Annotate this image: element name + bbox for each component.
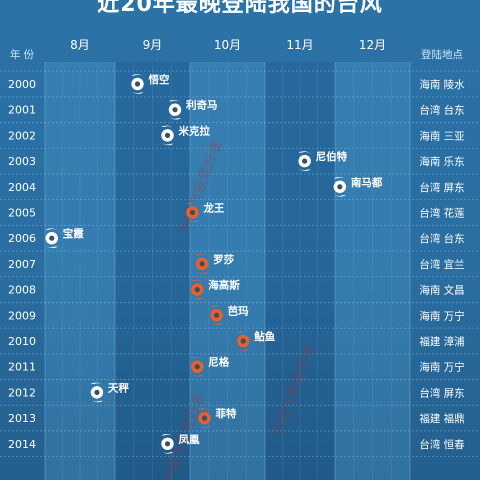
month-tick-label: 10月: [214, 38, 241, 52]
year-label: 2006: [8, 232, 36, 245]
typhoon-name-label: 天秤: [108, 381, 129, 394]
typhoon-name-label: 悟空: [148, 73, 170, 86]
year-label: 2012: [8, 386, 36, 399]
year-label: 2004: [8, 181, 36, 194]
typhoon-marker: [88, 382, 106, 403]
typhoon-name-label: 罗莎: [213, 253, 234, 266]
typhoon-name-label: 凤凰: [179, 434, 200, 446]
typhoon-marker: [189, 356, 206, 377]
typhoon-name-label: 鲇鱼: [254, 330, 275, 343]
year-label: 2003: [8, 155, 36, 168]
landing-place-label: 台湾 屏东: [419, 386, 464, 399]
landing-place-label: 台湾 屏东: [419, 181, 464, 194]
typhoon-marker: [43, 228, 60, 248]
typhoon-eye: [164, 132, 171, 138]
month-band: [115, 62, 190, 480]
typhoon-eye: [189, 209, 196, 216]
typhoon-marker: [159, 434, 176, 454]
landing-place-label: 福建 福鼎: [419, 412, 464, 425]
typhoon-name-label: 龙王: [202, 202, 224, 215]
typhoon-marker: [184, 202, 201, 223]
typhoon-marker: [159, 125, 176, 146]
landing-place-label: 海南 文昌: [419, 284, 464, 297]
month-band: [45, 62, 115, 480]
typhoon-eye: [201, 415, 208, 421]
typhoon-name-label: 南马都: [351, 176, 383, 189]
typhoon-marker: [196, 408, 213, 428]
typhoon-marker: [189, 279, 206, 300]
typhoon-name-label: 米克拉: [178, 124, 211, 137]
typhoon-name-label: 利奇马: [186, 99, 218, 112]
landing-place-label: 海南 乐东: [419, 155, 464, 168]
typhoon-eye: [240, 338, 246, 344]
year-label: 2002: [8, 129, 36, 142]
month-band: [335, 62, 410, 480]
year-label: 2013: [8, 412, 36, 425]
typhoon-eye: [172, 107, 178, 113]
year-label: 2010: [8, 335, 36, 348]
landing-place-label: 台湾 台东: [419, 104, 464, 117]
typhoon-marker: [129, 74, 146, 94]
landing-place-label: 台湾 台东: [419, 232, 464, 245]
year-label: 2009: [8, 309, 36, 322]
landing-place-label: 海南 陵水: [419, 78, 465, 91]
landing-place-label: 海南 万宁: [419, 361, 464, 374]
typhoon-eye: [194, 364, 200, 370]
typhoon-eye: [337, 184, 343, 190]
month-band: [265, 62, 335, 480]
month-tick-label: 9月: [143, 38, 163, 52]
typhoon-eye: [94, 389, 100, 395]
typhoon-marker: [208, 305, 225, 326]
month-tick-label: 12月: [359, 38, 386, 52]
typhoon-marker: [331, 177, 348, 197]
typhoon-eye: [214, 312, 220, 318]
typhoon-marker: [296, 151, 313, 171]
typhoon-name-label: 菲特: [216, 407, 237, 420]
year-label: 2001: [8, 104, 36, 117]
month-tick-label: 11月: [286, 38, 313, 52]
typhoon-eye: [164, 441, 171, 447]
year-label: 2007: [8, 258, 36, 271]
typhoon-eye: [194, 287, 200, 293]
landing-place-label: 台湾 恒春: [419, 438, 465, 451]
typhoon-name-label: 尼格: [208, 356, 229, 369]
landing-place-label: 福建 漳浦: [419, 335, 465, 348]
landing-place-label: 海南 三亚: [419, 129, 465, 142]
month-band: [190, 62, 265, 480]
year-label: 2014: [8, 438, 36, 451]
typhoon-marker: [193, 254, 211, 274]
year-label: 2005: [8, 207, 36, 220]
year-label: 2000: [8, 78, 36, 91]
typhoon-name-label: 海高斯: [208, 279, 240, 292]
year-label: 2011: [8, 361, 36, 374]
year-label: 2008: [8, 284, 36, 297]
y-column-label: 年 份: [10, 48, 35, 61]
typhoon-name-label: 宝霞: [63, 227, 84, 240]
typhoon-name-label: 芭玛: [228, 304, 249, 317]
landing-place-label: 台湾 宜兰: [419, 258, 464, 271]
landing-place-label: 台湾 花莲: [419, 207, 465, 220]
place-column-label: 登陆地点: [421, 48, 463, 61]
typhoon-eye: [302, 158, 308, 164]
typhoon-marker: [166, 99, 184, 120]
typhoon-eye: [134, 81, 141, 87]
typhoon-name-label: 尼伯特: [316, 150, 348, 163]
month-tick-label: 8月: [70, 38, 90, 52]
typhoon-marker: [235, 331, 252, 351]
chart-title: 近20年最晚登陆我国的台风: [97, 0, 383, 17]
typhoon-eye: [49, 235, 55, 241]
landing-place-label: 海南 万宁: [419, 309, 464, 322]
typhoon-eye: [199, 261, 205, 267]
